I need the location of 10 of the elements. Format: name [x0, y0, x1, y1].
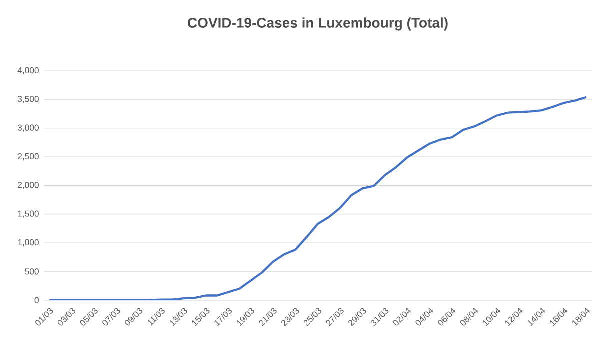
y-tick-label: 0 — [34, 297, 39, 304]
chart-title: COVID-19-Cases in Luxembourg (Total) — [188, 18, 448, 31]
y-tick-label: 500 — [25, 268, 39, 275]
y-tick-label: 3,500 — [18, 96, 39, 104]
y-tick-label: 4,000 — [18, 67, 39, 75]
y-tick-label: 1,500 — [18, 210, 39, 218]
y-tick-label: 1,000 — [18, 239, 39, 247]
y-tick-label: 3,000 — [18, 124, 39, 132]
y-tick-label: 2,500 — [18, 153, 39, 161]
y-tick-label: 2,000 — [18, 182, 39, 190]
